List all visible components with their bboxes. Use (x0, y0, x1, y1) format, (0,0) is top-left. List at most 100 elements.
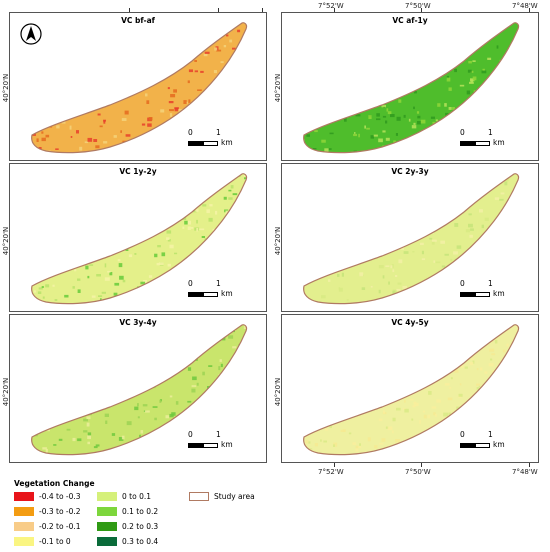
legend-label: 0.3 to 0.4 (122, 537, 159, 546)
study-area-fill (303, 173, 519, 304)
scale-zero: 0 (188, 128, 193, 137)
scale-bar: 0 1 km (188, 279, 248, 301)
panel-title: VC af-1y (392, 16, 428, 25)
scale-one: 1 (488, 279, 493, 288)
lon-label-bottom-3: 7°48'W (512, 468, 538, 476)
study-area-map (31, 22, 248, 154)
legend-swatch (97, 537, 117, 546)
lon-label-bottom-2: 7°50'W (405, 468, 431, 476)
lon-label-bottom-1: 7°52'W (318, 468, 344, 476)
lon-label-top-3: 7°48'W (512, 2, 538, 10)
study-area-outline (303, 22, 520, 154)
scale-segment-black (188, 443, 203, 448)
scale-segment-white (475, 292, 490, 297)
scale-segment-white (475, 141, 490, 146)
scale-bar: 0 1 km (188, 430, 248, 452)
legend-swatch (14, 522, 34, 531)
scale-one: 1 (216, 279, 221, 288)
scale-segment-black (188, 292, 203, 297)
study-area-fill (303, 22, 519, 153)
map-panel-5: VC 3y-4y 0 1 km (9, 314, 267, 463)
panel-title: VC bf-af (121, 16, 155, 25)
scale-segment-black (188, 141, 203, 146)
legend-study-area: Study area (189, 491, 255, 502)
map-panel-6: VC 4y-5y 0 1 km (281, 314, 539, 463)
scale-unit: km (221, 289, 233, 298)
legend-label: 0.2 to 0.3 (122, 522, 159, 531)
legend-item: -0.1 to 0 (14, 536, 71, 547)
north-arrow-icon (20, 23, 42, 45)
legend-swatch (97, 507, 117, 516)
legend-label: -0.4 to -0.3 (39, 492, 81, 501)
map-panel-1: VC bf-af 0 1 km (9, 12, 267, 161)
legend-swatch (97, 522, 117, 531)
legend-label: -0.2 to -0.1 (39, 522, 81, 531)
scale-bar: 0 1 km (460, 430, 520, 452)
panel-title: VC 3y-4y (119, 318, 157, 327)
scale-segment-white (203, 141, 218, 146)
legend-swatch (97, 492, 117, 501)
scale-bar: 0 1 km (460, 128, 520, 150)
scale-segment-black (460, 443, 475, 448)
map-panel-4: VC 2y-3y 0 1 km (281, 163, 539, 312)
panel-title: VC 1y-2y (119, 167, 157, 176)
tick-top-1 (129, 8, 130, 12)
study-area-label: Study area (214, 492, 255, 501)
scale-zero: 0 (460, 430, 465, 439)
legend-label: -0.1 to 0 (39, 537, 71, 546)
legend-item: 0.2 to 0.3 (97, 521, 158, 532)
scale-zero: 0 (460, 279, 465, 288)
map-panel-3: VC 1y-2y 0 1 km (9, 163, 267, 312)
tick-top-2 (218, 8, 219, 12)
scale-zero: 0 (460, 128, 465, 137)
tick-top-5 (421, 8, 422, 12)
scale-bar: 0 1 km (460, 279, 520, 301)
lon-label-top-1: 7°52'W (318, 2, 344, 10)
tick-bottom-3 (529, 463, 530, 467)
tick-top-6 (529, 8, 530, 12)
study-area-fill (31, 173, 247, 304)
scale-segment-white (203, 292, 218, 297)
tick-bottom-1 (334, 463, 335, 467)
scale-unit: km (221, 440, 233, 449)
legend-label: 0.1 to 0.2 (122, 507, 159, 516)
scale-one: 1 (488, 128, 493, 137)
tick-top-3 (262, 8, 263, 12)
legend-item: -0.3 to -0.2 (14, 506, 81, 517)
scale-one: 1 (488, 430, 493, 439)
legend-title: Vegetation Change (14, 479, 95, 488)
study-area-fill (303, 324, 519, 455)
study-area-map (31, 324, 248, 456)
scale-segment-black (460, 141, 475, 146)
study-area-outline (31, 22, 248, 154)
map-panel-2: VC af-1y 0 1 km (281, 12, 539, 161)
legend-swatch (14, 492, 34, 501)
scale-unit: km (493, 440, 505, 449)
legend-label: 0 to 0.1 (122, 492, 151, 501)
panel-title: VC 4y-5y (391, 318, 429, 327)
study-area-map (31, 173, 248, 305)
scale-segment-white (203, 443, 218, 448)
scale-segment-white (475, 443, 490, 448)
study-area-outline (31, 324, 248, 456)
tick-top-4 (334, 8, 335, 12)
scale-one: 1 (216, 128, 221, 137)
scale-unit: km (493, 138, 505, 147)
study-area-outline (31, 173, 248, 305)
legend-item: 0.1 to 0.2 (97, 506, 158, 517)
scale-zero: 0 (188, 430, 193, 439)
scale-segment-black (460, 292, 475, 297)
legend-item: -0.2 to -0.1 (14, 521, 81, 532)
panel-title: VC 2y-3y (391, 167, 429, 176)
legend-swatch (14, 537, 34, 546)
scale-one: 1 (216, 430, 221, 439)
legend-item: 0 to 0.1 (97, 491, 151, 502)
scale-zero: 0 (188, 279, 193, 288)
study-area-fill (31, 324, 247, 455)
tick-bottom-2 (421, 463, 422, 467)
legend-label: -0.3 to -0.2 (39, 507, 81, 516)
legend-item: -0.4 to -0.3 (14, 491, 81, 502)
scale-unit: km (221, 138, 233, 147)
legend-item: 0.3 to 0.4 (97, 536, 158, 547)
study-area-map (303, 173, 520, 305)
